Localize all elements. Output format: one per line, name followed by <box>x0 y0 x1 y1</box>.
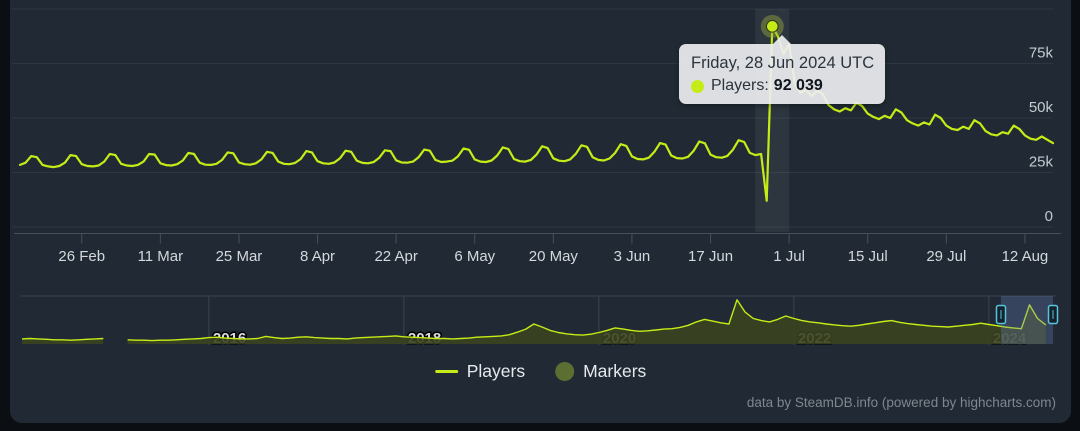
y-axis-label: 0 <box>1045 208 1053 225</box>
y-axis-label: 50k <box>1029 99 1054 116</box>
legend-item-markers[interactable]: Markers <box>555 361 646 382</box>
x-axis-label: 29 Jul <box>926 248 966 265</box>
legend-players-label: Players <box>466 361 526 381</box>
hover-marker-point <box>765 20 779 33</box>
x-axis-label: 1 Jul <box>773 248 805 265</box>
y-axis-label: 25k <box>1029 154 1054 171</box>
x-axis-label: 22 Apr <box>374 248 417 265</box>
y-axis-label: 75k <box>1029 45 1054 62</box>
tooltip-date: Friday, 28 Jun 2024 UTC <box>691 54 875 72</box>
navigator-line-series <box>127 299 1047 342</box>
legend-markers-label: Markers <box>583 361 647 381</box>
x-axis-label: 26 Feb <box>58 248 105 265</box>
x-axis-label: 15 Jul <box>848 248 888 265</box>
x-axis-label: 20 May <box>529 248 579 265</box>
x-axis-label: 25 Mar <box>216 248 263 265</box>
chart-legend: Players Markers <box>434 361 646 382</box>
tooltip-players-value: 92 039 <box>773 77 823 95</box>
tooltip-arrow <box>773 35 791 44</box>
navigator-line-series <box>21 337 104 341</box>
markers-circle-swatch-icon <box>555 362 575 381</box>
x-axis-label: 3 Jun <box>614 248 651 265</box>
x-axis-label: 11 Mar <box>138 248 184 265</box>
x-axis-label: 8 Apr <box>300 248 335 265</box>
players-line-swatch-icon <box>434 370 458 373</box>
x-axis-label: 6 May <box>454 248 495 265</box>
tooltip: Friday, 28 Jun 2024 UTC Players: 92 039 <box>679 35 885 105</box>
navigator-area-fill <box>127 299 1046 344</box>
x-axis-label: 17 Jun <box>688 248 733 265</box>
player-count-chart: 0 25k 50k 75k 26 Feb 11 Mar 25 Mar 8 Apr 22 Apr 6… <box>12 8 1061 349</box>
tooltip-players-row: Players: 92 039 <box>691 77 873 95</box>
plot-area[interactable] <box>20 9 1053 227</box>
tooltip-series-label: Players: <box>711 77 769 95</box>
chart-credits-link[interactable]: data by SteamDB.info (powered by highcha… <box>746 395 1056 410</box>
legend-item-players[interactable]: Players <box>434 361 526 382</box>
steamdb-chart-widget: 0 25k 50k 75k 26 Feb 11 Mar 25 Mar 8 Apr 22 Apr 6… <box>10 0 1071 423</box>
players-line-series <box>18 25 1055 202</box>
x-axis-label: 12 Aug <box>1002 248 1049 265</box>
players-series-dot-icon <box>691 79 704 93</box>
navigator-selected-range[interactable] <box>1001 296 1053 344</box>
